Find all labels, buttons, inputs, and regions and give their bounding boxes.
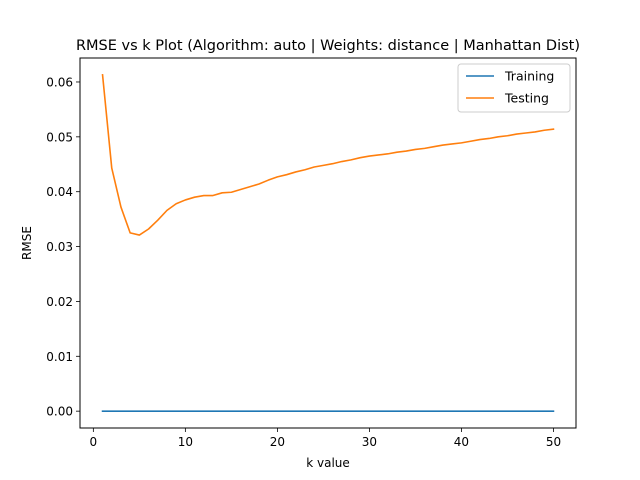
legend-label-training: Training [504,69,554,84]
x-tick-label: 50 [546,435,561,449]
y-axis: 0.00 0.01 0.02 0.03 0.04 0.05 0.06 [46,75,80,419]
y-tick-label: 0.01 [46,350,73,364]
x-tick-label: 30 [362,435,377,449]
x-tick-label: 40 [454,435,469,449]
axes-frame [79,57,577,429]
legend-label-testing: Testing [504,91,549,106]
x-tick-label: 10 [178,435,193,449]
y-tick-label: 0.04 [46,185,73,199]
series-line-testing [101,73,555,236]
series-layer [101,73,555,412]
y-tick-label: 0.03 [46,240,73,254]
legend: Training Testing [457,63,571,113]
y-tick-label: 0.06 [46,75,73,89]
y-tick-label: 0.02 [46,295,73,309]
y-axis-label: RMSE [20,226,34,260]
chart-title: RMSE vs k Plot (Algorithm: auto | Weight… [76,38,580,54]
y-tick-label: 0.00 [46,405,73,419]
y-tick-label: 0.05 [46,130,73,144]
x-axis: 0 10 20 30 40 50 [90,428,561,449]
x-tick-label: 20 [270,435,285,449]
x-tick-label: 0 [90,435,98,449]
x-axis-label: k value [306,456,350,470]
